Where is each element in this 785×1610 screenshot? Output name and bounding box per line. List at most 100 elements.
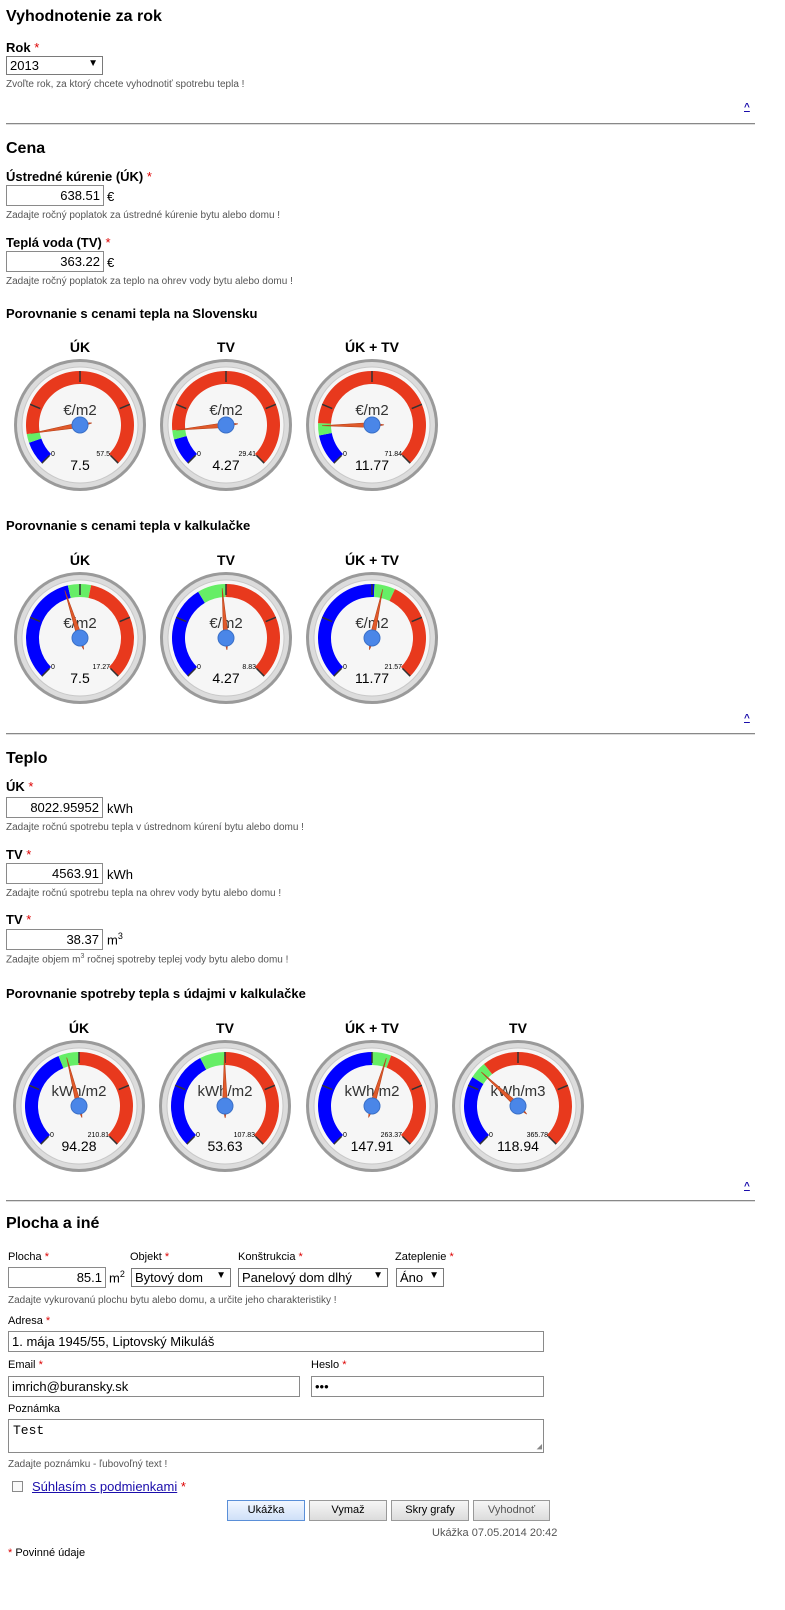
gauge-title: TV [216,1020,234,1036]
uk-teplo-label-text: ÚK [6,779,25,794]
resize-grip-icon[interactable]: ◢ [536,1442,542,1452]
gauge-tick [333,1135,343,1145]
dropdown-arrow-icon: ▼ [216,1270,226,1281]
email-label-text: Email [8,1359,36,1371]
gauge-tick [108,1135,118,1145]
required-mark: * [146,169,152,184]
zateplenie-select[interactable]: Áno ▼ [396,1268,444,1287]
required-mark: * [342,1359,347,1371]
email-input[interactable]: imrich@buransky.sk [8,1376,300,1397]
gauge-band [483,1051,573,1145]
gauge-min-label: 0 [51,451,55,458]
gauge-max-label: 71.84 [384,451,402,458]
gauge-tick [401,667,411,677]
m2-unit: m2 [109,1269,125,1285]
gauge-unit-label: €/m2 [63,402,96,419]
gauge-hub [363,416,381,434]
rok-select[interactable]: 2013 ▼ [6,56,103,75]
skry-grafy-button[interactable]: Skry grafy [391,1500,469,1521]
gauge: €/m2 0 57.5 7.5 [14,359,146,491]
gauge-min-label: 0 [489,1132,493,1139]
konstrukcia-label-text: Konštrukcia [238,1251,296,1263]
ukazka-button[interactable]: Ukážka [227,1500,305,1521]
rok-select-value: 2013 [10,58,39,73]
required-note-text: Povinné údaje [15,1547,86,1559]
gauge-tick [118,1084,130,1091]
gauge-tick [321,616,333,623]
gauge-max-label: 21.57 [384,664,402,671]
required-mark: * [26,847,32,862]
chart1-title: Porovnanie s cenami tepla na Slovensku [6,306,258,321]
gauge: €/m2 0 29.414.27 [160,359,292,491]
tv-teplo-input[interactable]: 4563.91 [6,863,103,884]
suhlas-checkbox[interactable] [12,1481,23,1492]
podmienky-link[interactable]: Súhlasím s podmienkami [32,1479,178,1494]
gauge-hub [71,416,89,434]
gauge-min-label: 0 [196,1132,200,1139]
scroll-top-link[interactable]: ^ [744,713,750,724]
kwh-unit: kWh [107,801,133,816]
gauge-tick [29,616,41,623]
gauge: €/m2 0 17.277.5 [14,572,146,704]
required-mark: * [26,912,32,927]
gauge-band [386,1055,426,1145]
poznamka-label: Poznámka [8,1403,60,1415]
heslo-input[interactable]: ••• [311,1376,544,1397]
gauge-hub [70,1097,88,1115]
scroll-top-link[interactable]: ^ [744,102,750,113]
gauge-band [472,1064,493,1084]
adresa-input[interactable]: 1. mája 1945/55, Liptovský Mikuláš [8,1331,544,1352]
gauge-min-label: 0 [51,664,55,671]
plocha-label: Plocha * [8,1251,49,1263]
gauge-unit-label: kWh/m2 [51,1083,106,1100]
gauge-hub [509,1097,527,1115]
heslo-label-text: Heslo [311,1359,340,1371]
gauge-value-label: 118.94 [497,1138,539,1154]
uk-teplo-input[interactable]: 8022.95952 [6,797,103,818]
tv-objem-input[interactable]: 38.37 [6,929,103,950]
gauge-max-label: 8.83 [242,664,256,671]
konstrukcia-select[interactable]: Panelový dom dlhý ▼ [238,1268,388,1287]
gauge-band [58,1052,79,1069]
poznamka-textarea[interactable]: Test ◢ [8,1419,544,1453]
zateplenie-label-text: Zateplenie [395,1251,447,1263]
email-label: Email * [8,1359,43,1371]
objekt-select[interactable]: Bytový dom ▼ [131,1268,231,1287]
gauge-title: ÚK [69,552,91,568]
gauge-min-label: 0 [343,451,347,458]
vymaz-button[interactable]: Vymaž [309,1500,387,1521]
tv-objem-hint-b: ročnej spotreby teplej vody bytu alebo d… [84,954,289,966]
gauge-tick [109,667,119,677]
section-title-year: Vyhodnotenie za rok [6,8,162,25]
gauge-tick [333,454,343,464]
tv-cena-input[interactable]: 363.22 [6,251,104,272]
euro-unit: € [107,255,115,270]
uk-cena-input[interactable]: 638.51 [6,185,104,206]
tv-objem-hint: Zadajte objem m3 ročnej spotreby teplej … [6,953,288,965]
poznamka-hint: Zadajte poznámku - ľubovoľný text ! [8,1459,168,1470]
zateplenie-label: Zateplenie * [395,1251,454,1263]
scroll-top-link[interactable]: ^ [744,1181,750,1192]
gauge-value-label: 147.91 [351,1138,394,1154]
gauge-tick [254,1135,264,1145]
required-mark: * [164,1251,170,1263]
uk-cena-label: Ústredné kúrenie (ÚK) * [6,169,152,184]
gauge-band [171,1058,207,1145]
gauge-band [198,584,226,603]
gauge-tick [264,1084,276,1091]
dropdown-arrow-icon: ▼ [373,1270,383,1281]
gauge-title: ÚK + TV [344,552,400,568]
gauge-band [28,438,52,464]
m3-unit-base: m [107,932,118,948]
gauge-band [318,1052,373,1145]
tv-cena-label: Teplá voda (TV) * [6,235,111,250]
required-mark: * [298,1251,303,1263]
vyhodnot-button[interactable]: Vyhodnoť [473,1500,550,1521]
gauge-tick [119,403,131,410]
plocha-input[interactable]: 85.1 [8,1267,106,1288]
chart3-title: Porovnanie spotreby tepla s údajmi v kal… [6,986,306,1001]
m3-unit: m3 [107,931,123,947]
